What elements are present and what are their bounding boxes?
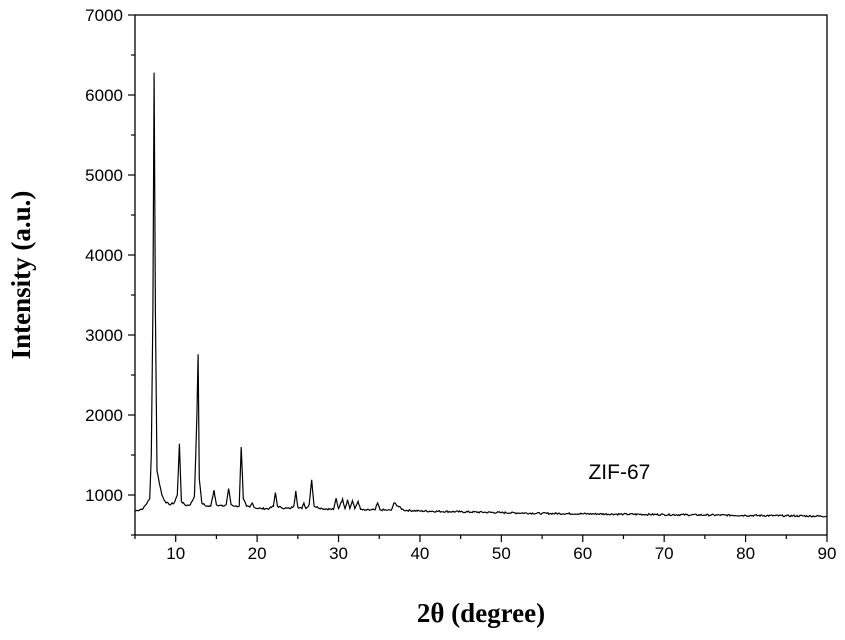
y-axis-title: Intensity (a.u.)	[6, 191, 36, 360]
annotation-label: ZIF-67	[588, 461, 650, 484]
y-tick-label: 7000	[85, 6, 123, 25]
y-tick-label: 6000	[85, 86, 123, 105]
x-tick-label: 70	[655, 544, 674, 563]
x-tick-label: 80	[736, 544, 755, 563]
x-axis-title: 2θ (degree)	[417, 598, 545, 628]
plot-frame	[135, 15, 827, 535]
x-tick-label: 20	[248, 544, 267, 563]
series-line-zif-67	[135, 73, 827, 517]
x-tick-label: 90	[818, 544, 837, 563]
x-tick-label: 30	[329, 544, 348, 563]
x-tick-label: 10	[166, 544, 185, 563]
x-tick-label: 40	[410, 544, 429, 563]
x-tick-label: 50	[492, 544, 511, 563]
y-tick-label: 4000	[85, 246, 123, 265]
y-tick-label: 1000	[85, 486, 123, 505]
axis-ticks	[128, 15, 827, 542]
y-tick-label: 2000	[85, 406, 123, 425]
tick-labels: 10 20 30 40 50 60 70 80 90 1000 2000 3000 4000 5000 60…	[85, 6, 836, 563]
y-tick-label: 5000	[85, 166, 123, 185]
x-tick-label: 60	[573, 544, 592, 563]
y-tick-label: 3000	[85, 326, 123, 345]
